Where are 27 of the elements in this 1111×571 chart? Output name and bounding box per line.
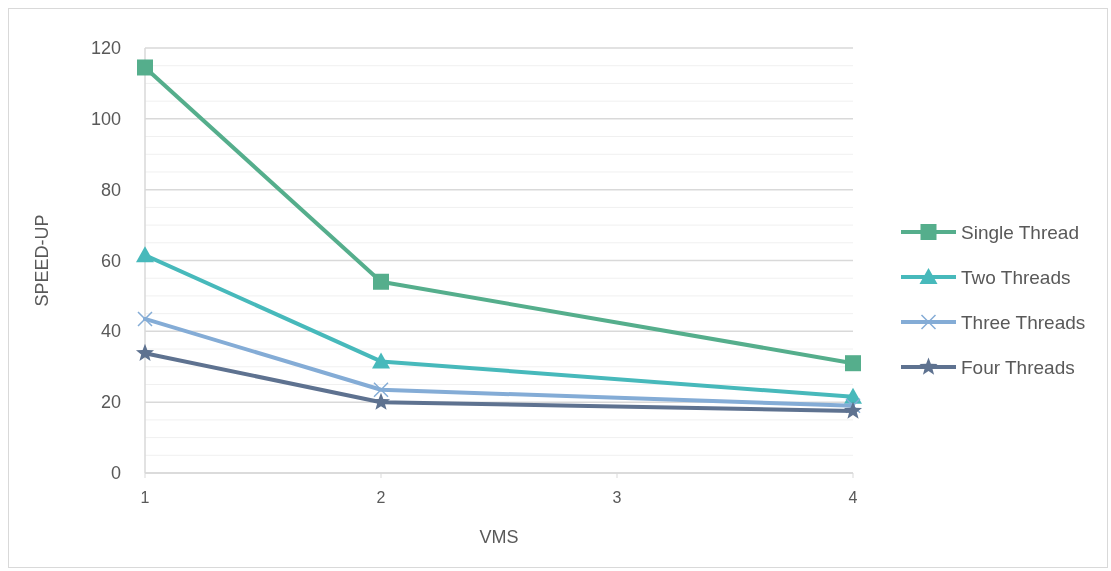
y-tick-label: 80 <box>100 179 121 200</box>
point <box>373 382 389 398</box>
x-tick-label: 4 <box>848 489 858 506</box>
legend-label: Two Threads <box>961 267 1071 288</box>
x-tick-label: 2 <box>376 489 386 506</box>
y-tick-label: 60 <box>100 250 121 271</box>
x-tick-label: 3 <box>612 489 622 506</box>
y-tick-label: 20 <box>100 392 121 413</box>
point <box>372 352 390 369</box>
point <box>373 273 389 290</box>
point <box>136 246 154 263</box>
legend-label: Three Threads <box>961 312 1086 333</box>
legend-label: Single Thread <box>961 222 1079 243</box>
y-axis-title: SPEED-UP <box>32 214 52 307</box>
x-axis-title: VMS <box>479 527 519 547</box>
point <box>845 397 861 414</box>
point <box>843 401 863 419</box>
point <box>137 311 153 327</box>
x-tick-label: 1 <box>140 489 150 506</box>
y-tick-label: 100 <box>90 108 121 129</box>
y-tick-label: 0 <box>110 463 121 483</box>
point <box>135 343 155 361</box>
point <box>137 59 153 76</box>
legend-label: Four Threads <box>961 357 1075 378</box>
y-tick-label: 120 <box>90 38 121 58</box>
point <box>845 355 861 372</box>
y-tick-label: 40 <box>100 321 121 342</box>
